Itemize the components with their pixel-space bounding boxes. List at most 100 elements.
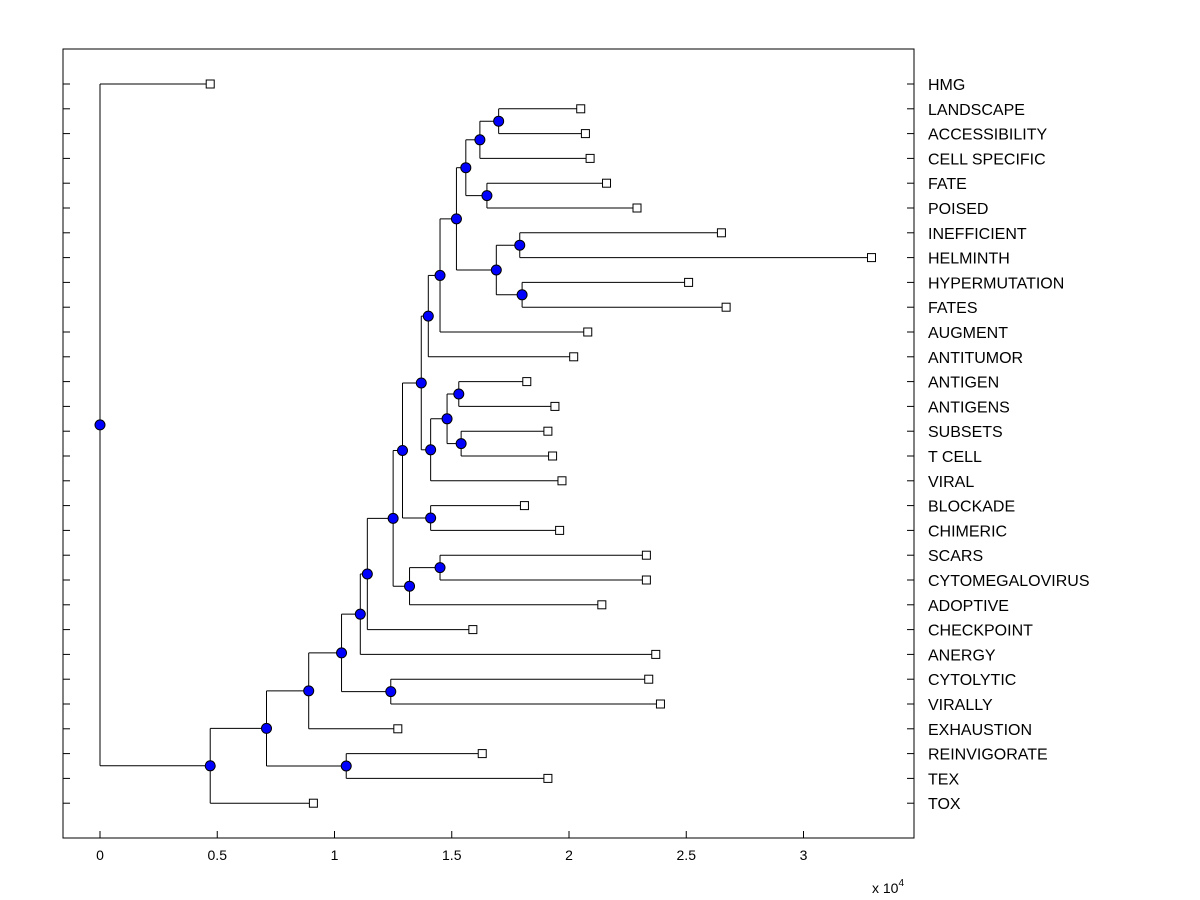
leaf-marker (580, 129, 590, 139)
leaf-label: VIRALLY (928, 697, 993, 714)
leaf-marker (522, 377, 532, 387)
leaf-label: POISED (928, 201, 988, 218)
x-tick-label: 2 (565, 847, 573, 863)
leaf-marker (550, 401, 560, 411)
leaf-label: CHIMERIC (928, 523, 1007, 540)
x-scale-label: x 104 (872, 878, 904, 896)
leaf-marker (555, 525, 565, 535)
leaf-label: CHECKPOINT (928, 623, 1033, 640)
leaf-marker (641, 575, 651, 585)
merge-node (455, 438, 467, 450)
x-scale-exponent: 4 (898, 878, 904, 889)
leaf-label: HYPERMUTATION (928, 275, 1064, 292)
leaf-marker (477, 749, 487, 759)
leaf-label: ANTIGENS (928, 399, 1010, 416)
leaf-marker (308, 798, 318, 808)
merge-node (94, 419, 106, 431)
merge-node (354, 608, 366, 620)
leaf-marker (585, 153, 595, 163)
leaf-marker (644, 674, 654, 684)
leaf-label: BLOCKADE (928, 499, 1015, 516)
axis-ticks: 0 0.5 1 1.5 2 2.5 3 (63, 83, 914, 863)
merge-node (340, 760, 352, 772)
x-tick-label: 1 (331, 847, 339, 863)
leaf-label: AUGMENT (928, 325, 1008, 342)
leaf-label: ACCESSIBILITY (928, 127, 1047, 144)
leaf-marker (583, 327, 593, 337)
leaf-marker (468, 625, 478, 635)
merge-node (204, 760, 216, 772)
leaf-markers (205, 79, 877, 808)
leaf-marker (721, 302, 731, 312)
merge-nodes (94, 115, 528, 772)
merge-node (460, 162, 472, 174)
merge-node (490, 264, 502, 276)
merge-node (453, 388, 465, 400)
merge-node (385, 686, 397, 698)
leaf-marker (684, 277, 694, 287)
merge-node (397, 444, 409, 456)
leaf-marker (716, 228, 726, 238)
leaf-label: HELMINTH (928, 251, 1010, 268)
merge-node (493, 115, 505, 127)
leaf-label: ANTIGEN (928, 375, 999, 392)
leaf-label: CELL SPECIFIC (928, 151, 1046, 168)
leaf-marker (543, 773, 553, 783)
leaf-label: TOX (928, 796, 961, 813)
leaf-marker (569, 352, 579, 362)
merge-node (434, 269, 446, 281)
leaf-marker (519, 501, 529, 511)
x-tick-label: 1.5 (442, 847, 462, 863)
merge-node (474, 134, 486, 146)
merge-node (481, 190, 493, 202)
leaf-label: ANERGY (928, 647, 996, 664)
leaf-label: FATE (928, 176, 967, 193)
leaf-marker (597, 600, 607, 610)
x-tick-label: 0.5 (208, 847, 228, 863)
leaf-label: ADOPTIVE (928, 598, 1009, 615)
leaf-marker (655, 699, 665, 709)
leaf-label: T CELL (928, 449, 982, 466)
merge-node (450, 213, 462, 225)
leaf-label: HMG (928, 77, 965, 94)
merge-node (434, 562, 446, 574)
leaf-marker (548, 451, 558, 461)
merge-node (422, 310, 434, 322)
leaf-label: TEX (928, 771, 959, 788)
leaf-label: SCARS (928, 548, 983, 565)
leaf-label: FATES (928, 300, 978, 317)
leaf-marker (393, 724, 403, 734)
leaf-label: CYTOLYTIC (928, 672, 1016, 689)
leaf-label: VIRAL (928, 474, 974, 491)
x-tick-label: 0 (96, 847, 104, 863)
merge-node (441, 413, 453, 425)
leaf-label: ANTITUMOR (928, 350, 1023, 367)
leaf-marker (602, 178, 612, 188)
leaf-label: SUBSETS (928, 424, 1003, 441)
merge-node (415, 377, 427, 389)
leaf-marker (543, 426, 553, 436)
merge-node (260, 722, 272, 734)
leaf-label: EXHAUSTION (928, 722, 1032, 739)
leaf-marker (557, 476, 567, 486)
leaf-label: CYTOMEGALOVIRUS (928, 573, 1090, 590)
merge-node (425, 512, 437, 524)
merge-node (361, 568, 373, 580)
merge-node (404, 580, 416, 592)
merge-node (387, 512, 399, 524)
leaf-label: REINVIGORATE (928, 747, 1048, 764)
leaf-marker (205, 79, 215, 89)
leaf-marker (576, 104, 586, 114)
merge-node (516, 289, 528, 301)
x-tick-label: 3 (800, 847, 808, 863)
leaf-labels: HMG LANDSCAPE ACCESSIBILITY CELL SPECIFIC FA… (928, 77, 1090, 813)
x-tick-label: 2.5 (677, 847, 697, 863)
leaf-marker (867, 253, 877, 263)
plot-frame (62, 48, 915, 839)
merge-node (303, 685, 315, 697)
leaf-label: LANDSCAPE (928, 102, 1025, 119)
leaf-marker (651, 649, 661, 659)
leaf-marker (632, 203, 642, 213)
merge-node (336, 647, 348, 659)
